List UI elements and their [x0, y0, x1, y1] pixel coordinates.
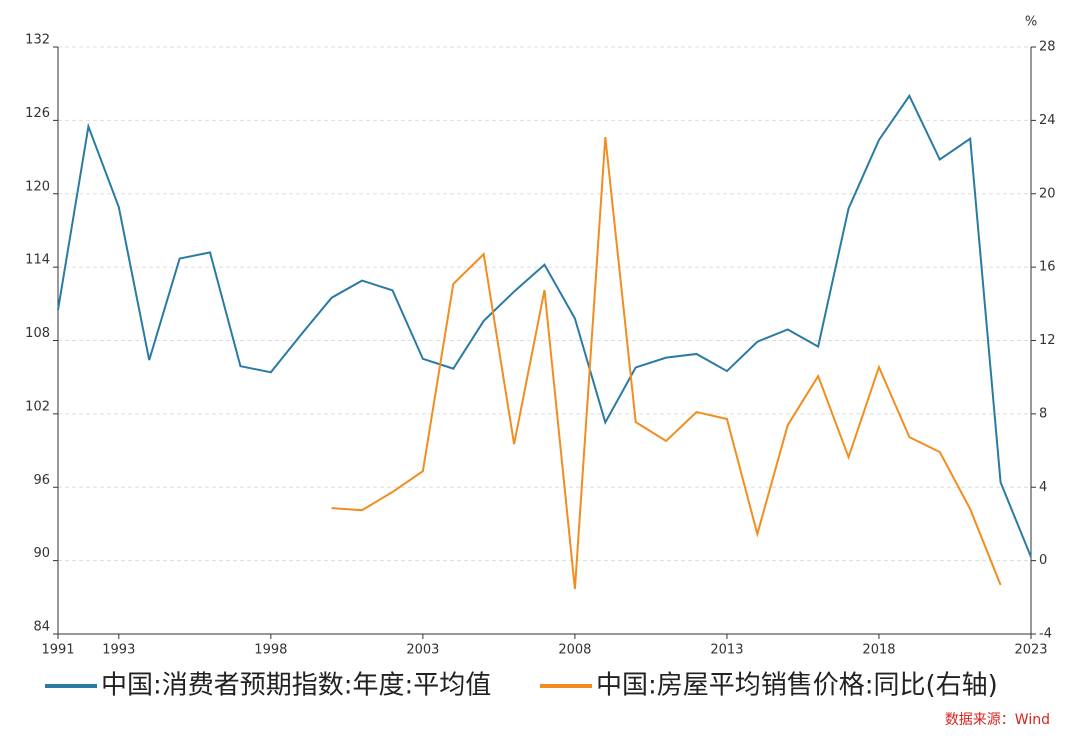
y-tick-label: 84 — [33, 620, 50, 635]
x-tick-label: 2003 — [406, 643, 439, 658]
y-tick-label: 90 — [33, 546, 50, 561]
x-tick-label: 1991 — [41, 643, 74, 658]
x-tick-label: 1993 — [102, 643, 135, 658]
y2-tick-label: 20 — [1039, 186, 1056, 201]
y-tick-label: 108 — [25, 326, 50, 341]
y2-tick-label: 24 — [1039, 113, 1056, 128]
legend-label: 中国:消费者预期指数:年度:平均值 — [101, 671, 491, 701]
x-tick-label: 1998 — [254, 643, 287, 658]
y-tick-label: 132 — [25, 33, 50, 48]
x-tick-label: 2008 — [558, 643, 591, 658]
y-tick-label: 120 — [25, 179, 50, 194]
y2-tick-label: 0 — [1039, 553, 1047, 568]
y-tick-label: 126 — [25, 106, 50, 121]
source: 数据来源：Wind — [945, 712, 1050, 728]
x-tick-label: 2023 — [1014, 643, 1047, 658]
series-line — [57, 93, 1032, 558]
y2-unit: % — [1025, 15, 1037, 30]
legend-label: 中国:房屋平均销售价格:同比(右轴) — [596, 671, 998, 701]
x-tick-label: 2013 — [710, 643, 743, 658]
y2-tick-label: 28 — [1039, 40, 1056, 55]
y-tick-label: 114 — [25, 253, 50, 268]
series-line — [331, 136, 1002, 590]
y-tick-label: 96 — [33, 473, 50, 488]
y2-tick-label: 16 — [1039, 260, 1056, 275]
y2-tick-label: 12 — [1039, 333, 1056, 348]
y2-tick-label: 4 — [1039, 480, 1047, 495]
y2-tick-label: -4 — [1039, 627, 1052, 642]
y-tick-label: 102 — [25, 399, 50, 414]
x-tick-label: 2018 — [862, 643, 895, 658]
y2-tick-label: 8 — [1039, 406, 1047, 421]
